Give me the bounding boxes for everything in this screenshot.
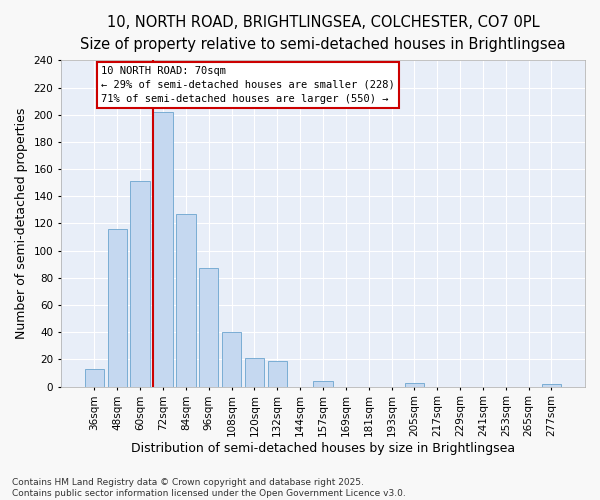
Bar	[85, 369, 104, 386]
Bar	[176, 214, 196, 386]
Bar	[130, 182, 150, 386]
Bar	[154, 112, 173, 386]
Text: 10 NORTH ROAD: 70sqm
← 29% of semi-detached houses are smaller (228)
71% of semi: 10 NORTH ROAD: 70sqm ← 29% of semi-detac…	[101, 66, 395, 104]
Y-axis label: Number of semi-detached properties: Number of semi-detached properties	[15, 108, 28, 339]
Bar	[404, 382, 424, 386]
Title: 10, NORTH ROAD, BRIGHTLINGSEA, COLCHESTER, CO7 0PL
Size of property relative to : 10, NORTH ROAD, BRIGHTLINGSEA, COLCHESTE…	[80, 15, 566, 52]
Bar	[245, 358, 264, 386]
Bar	[107, 229, 127, 386]
X-axis label: Distribution of semi-detached houses by size in Brightlingsea: Distribution of semi-detached houses by …	[131, 442, 515, 455]
Text: Contains HM Land Registry data © Crown copyright and database right 2025.
Contai: Contains HM Land Registry data © Crown c…	[12, 478, 406, 498]
Bar	[222, 332, 241, 386]
Bar	[313, 381, 332, 386]
Bar	[199, 268, 218, 386]
Bar	[268, 361, 287, 386]
Bar	[542, 384, 561, 386]
